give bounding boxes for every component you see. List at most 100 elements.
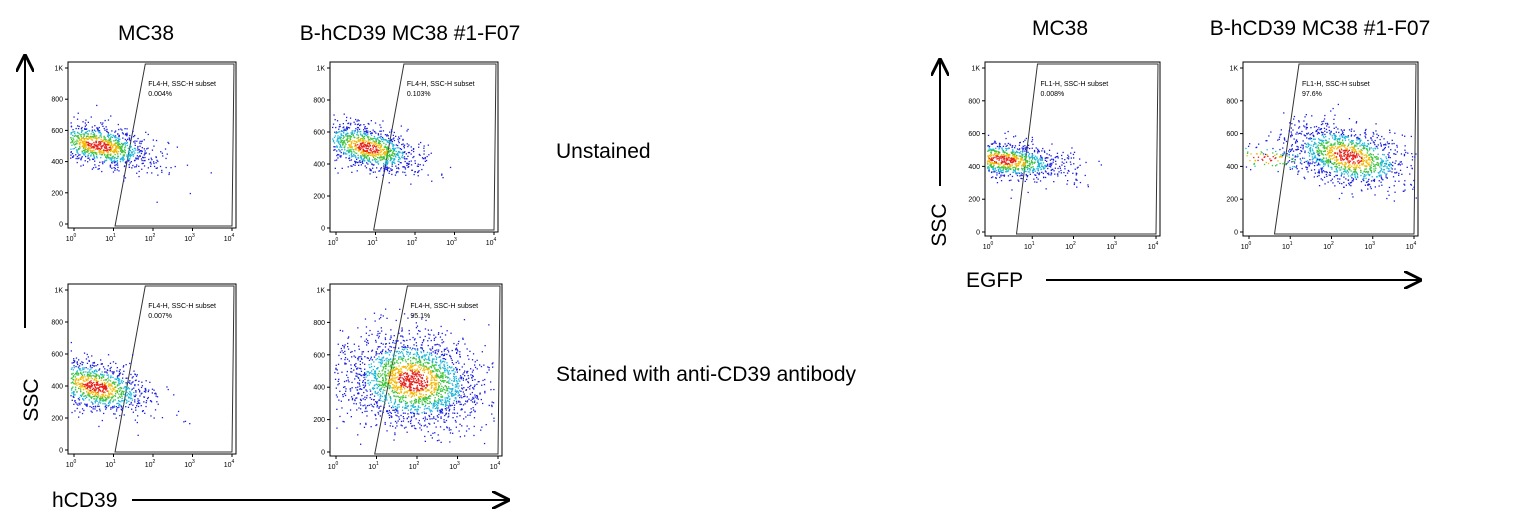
x-axis-label: EGFP [966, 269, 1023, 292]
event [98, 377, 101, 380]
event [114, 150, 116, 152]
y-axis-label: SSC [20, 378, 43, 421]
event [354, 350, 356, 352]
event [92, 151, 94, 153]
event [406, 390, 408, 393]
event [440, 354, 443, 356]
event [359, 144, 361, 146]
event [371, 350, 373, 352]
event [435, 361, 437, 363]
event [148, 153, 151, 155]
event [99, 402, 102, 404]
event [150, 165, 152, 167]
event [418, 389, 420, 391]
event [377, 133, 379, 135]
event [398, 386, 400, 388]
event [379, 395, 382, 397]
event [365, 408, 367, 410]
event [137, 434, 139, 436]
event [419, 400, 421, 402]
event [428, 358, 430, 360]
event [431, 410, 433, 412]
event [433, 405, 435, 407]
event [347, 140, 349, 142]
event [414, 162, 416, 164]
event [141, 168, 143, 170]
event [390, 422, 392, 424]
event [380, 388, 382, 390]
event [402, 143, 404, 145]
event [405, 346, 407, 349]
event [117, 382, 120, 384]
event [161, 417, 164, 419]
event [390, 381, 393, 383]
event [128, 164, 130, 166]
event [365, 338, 368, 340]
event [432, 432, 434, 434]
event [340, 140, 342, 142]
event [337, 343, 339, 345]
event [366, 151, 368, 153]
event [438, 356, 440, 358]
event [354, 364, 356, 366]
plot-frame [329, 61, 499, 233]
event [427, 344, 429, 347]
event [435, 361, 437, 364]
event [72, 156, 74, 158]
event [91, 150, 93, 152]
event [82, 133, 84, 135]
event [455, 377, 457, 380]
event [376, 424, 378, 426]
event [126, 155, 128, 158]
event [364, 340, 366, 342]
event [426, 359, 428, 361]
event [379, 373, 381, 375]
event [74, 376, 77, 378]
event [352, 140, 354, 142]
event [100, 395, 102, 397]
event [70, 133, 72, 135]
event [90, 377, 92, 379]
event [427, 362, 429, 364]
event [337, 138, 339, 140]
event [427, 144, 429, 146]
event [456, 383, 458, 385]
event [117, 388, 120, 390]
event [415, 355, 418, 357]
event [373, 385, 375, 387]
event [135, 379, 137, 381]
event [380, 360, 382, 362]
event [141, 392, 143, 394]
event [138, 156, 140, 158]
event [468, 398, 470, 400]
event [96, 377, 98, 380]
event [344, 358, 346, 361]
event [432, 405, 434, 407]
event [83, 143, 85, 145]
event [113, 135, 116, 138]
event [384, 396, 386, 398]
event [416, 333, 419, 335]
event [118, 400, 120, 403]
event [407, 409, 410, 411]
event [102, 140, 104, 142]
event [86, 396, 88, 398]
event [394, 427, 397, 429]
event [407, 421, 410, 423]
event [88, 142, 90, 145]
event [375, 140, 377, 142]
tick-exp: 0 [74, 233, 77, 239]
event [440, 411, 442, 413]
event [126, 399, 128, 401]
event [366, 371, 368, 373]
event [415, 342, 417, 344]
event [118, 383, 121, 385]
event [428, 406, 430, 408]
event [347, 136, 349, 138]
event [448, 413, 450, 415]
event [429, 395, 431, 397]
event [450, 429, 452, 431]
event [76, 371, 78, 373]
